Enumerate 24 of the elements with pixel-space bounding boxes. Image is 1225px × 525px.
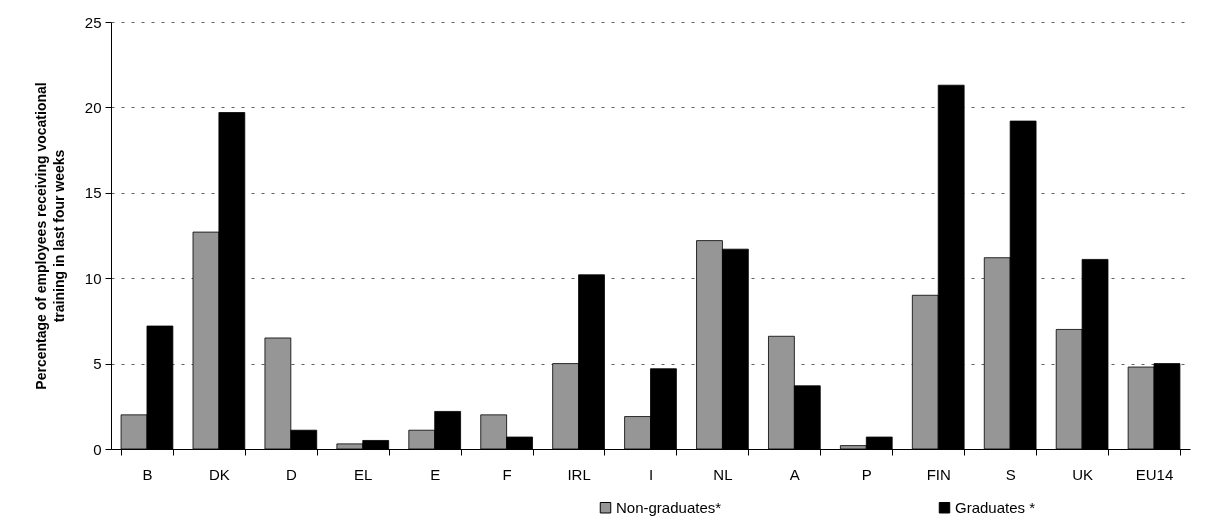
x-tick-label: S xyxy=(1005,465,1016,483)
y-tick-label: 25 xyxy=(84,13,102,31)
x-tick-label: P xyxy=(861,465,872,483)
y-tick-label: 15 xyxy=(84,184,102,202)
legend-label: Non-graduates* xyxy=(616,498,722,516)
x-tick-label: NL xyxy=(713,465,733,483)
x-tick-label: EU14 xyxy=(1135,465,1174,483)
x-tick-label: E xyxy=(430,465,441,483)
x-tick-label: FIN xyxy=(926,465,951,483)
x-tick-label: UK xyxy=(1072,465,1094,483)
y-tick-label: 5 xyxy=(93,355,102,373)
x-tick-label: D xyxy=(285,465,297,483)
y-tick-label: 0 xyxy=(93,440,102,458)
x-tick-label: EL xyxy=(354,465,373,483)
x-tick-label: DK xyxy=(208,465,230,483)
y-tick-label: 10 xyxy=(84,269,102,287)
x-tick-label: I xyxy=(648,465,654,483)
x-tick-label: A xyxy=(789,465,800,483)
y-axis-title: Percentage of employees receiving vocational training in last four weeks xyxy=(32,82,67,390)
y-tick-label: 20 xyxy=(84,98,102,116)
x-tick-label: B xyxy=(142,465,153,483)
legend-label: Graduates * xyxy=(955,498,1036,516)
x-tick-label: F xyxy=(502,465,512,483)
x-tick-label: IRL xyxy=(567,465,591,483)
